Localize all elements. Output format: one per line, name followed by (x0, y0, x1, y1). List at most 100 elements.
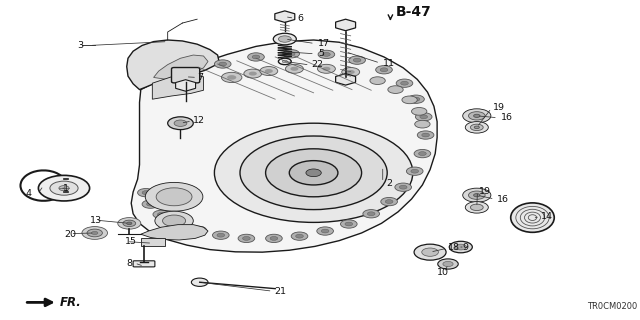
Text: 17: 17 (317, 39, 330, 48)
FancyBboxPatch shape (133, 261, 155, 267)
Text: 4: 4 (26, 189, 31, 198)
Circle shape (406, 167, 423, 175)
Circle shape (465, 202, 488, 213)
Circle shape (291, 67, 298, 71)
Circle shape (323, 67, 330, 71)
Circle shape (147, 202, 154, 206)
Circle shape (38, 175, 90, 201)
Text: 13: 13 (90, 216, 102, 225)
Circle shape (474, 194, 480, 197)
Text: 11: 11 (383, 60, 395, 68)
Text: 7: 7 (197, 73, 203, 82)
Polygon shape (154, 55, 208, 79)
Text: 18: 18 (448, 244, 460, 252)
Circle shape (157, 212, 165, 216)
Circle shape (402, 96, 417, 104)
Circle shape (412, 108, 427, 115)
Text: 16: 16 (500, 113, 513, 122)
Circle shape (474, 126, 479, 129)
Circle shape (370, 77, 385, 84)
Circle shape (248, 53, 264, 61)
Circle shape (291, 232, 308, 240)
Circle shape (349, 56, 365, 64)
Circle shape (414, 149, 431, 158)
Circle shape (127, 222, 132, 225)
Text: 1: 1 (63, 184, 68, 193)
Ellipse shape (511, 203, 554, 232)
Text: FR.: FR. (60, 296, 82, 309)
Circle shape (412, 97, 420, 101)
Circle shape (174, 120, 187, 126)
Circle shape (214, 60, 231, 68)
Circle shape (399, 185, 407, 189)
Circle shape (50, 181, 78, 195)
Circle shape (463, 188, 491, 202)
Text: 16: 16 (497, 195, 509, 204)
Circle shape (474, 114, 480, 117)
Circle shape (422, 248, 438, 256)
Circle shape (278, 36, 291, 42)
Circle shape (212, 231, 229, 239)
Circle shape (306, 169, 321, 177)
Circle shape (415, 113, 432, 121)
Circle shape (289, 161, 338, 185)
Circle shape (317, 227, 333, 235)
Circle shape (347, 70, 355, 74)
Text: 22: 22 (311, 60, 323, 69)
Circle shape (249, 72, 257, 76)
Circle shape (455, 244, 467, 250)
Text: 19: 19 (479, 187, 491, 196)
Circle shape (214, 123, 413, 222)
Polygon shape (141, 225, 208, 240)
Circle shape (287, 52, 295, 56)
Circle shape (282, 60, 287, 63)
Circle shape (260, 67, 278, 76)
Text: 21: 21 (274, 287, 286, 296)
Circle shape (296, 234, 303, 238)
Circle shape (243, 236, 250, 240)
Circle shape (381, 197, 397, 206)
Circle shape (191, 278, 208, 286)
Text: 6: 6 (298, 14, 303, 23)
Text: 8: 8 (127, 260, 132, 268)
Circle shape (138, 188, 154, 197)
Circle shape (273, 33, 296, 45)
Circle shape (217, 233, 225, 237)
Circle shape (82, 227, 108, 239)
Circle shape (342, 68, 360, 76)
Circle shape (363, 210, 380, 218)
Circle shape (118, 218, 141, 229)
Circle shape (395, 183, 412, 191)
Text: 2: 2 (386, 179, 392, 188)
Text: 14: 14 (541, 212, 553, 221)
Circle shape (265, 69, 273, 73)
Circle shape (285, 64, 303, 73)
Circle shape (380, 68, 388, 72)
Circle shape (340, 220, 357, 228)
Circle shape (468, 191, 485, 199)
Circle shape (92, 231, 98, 235)
Circle shape (59, 186, 69, 191)
Circle shape (244, 69, 262, 78)
Text: TR0CM0200: TR0CM0200 (586, 302, 637, 311)
Circle shape (345, 222, 353, 226)
Circle shape (417, 131, 434, 139)
Circle shape (411, 169, 419, 173)
Text: B-47: B-47 (396, 5, 431, 19)
Circle shape (174, 221, 182, 225)
Circle shape (470, 124, 483, 131)
Circle shape (266, 149, 362, 197)
Circle shape (270, 236, 278, 240)
Circle shape (123, 220, 136, 227)
Circle shape (422, 133, 429, 137)
Polygon shape (127, 40, 219, 90)
Circle shape (468, 112, 485, 120)
Circle shape (470, 204, 483, 211)
Polygon shape (131, 40, 437, 252)
Circle shape (283, 50, 300, 58)
Circle shape (465, 122, 488, 133)
Circle shape (317, 64, 335, 73)
Circle shape (396, 79, 413, 87)
Circle shape (463, 109, 491, 123)
Text: 20: 20 (64, 230, 76, 239)
